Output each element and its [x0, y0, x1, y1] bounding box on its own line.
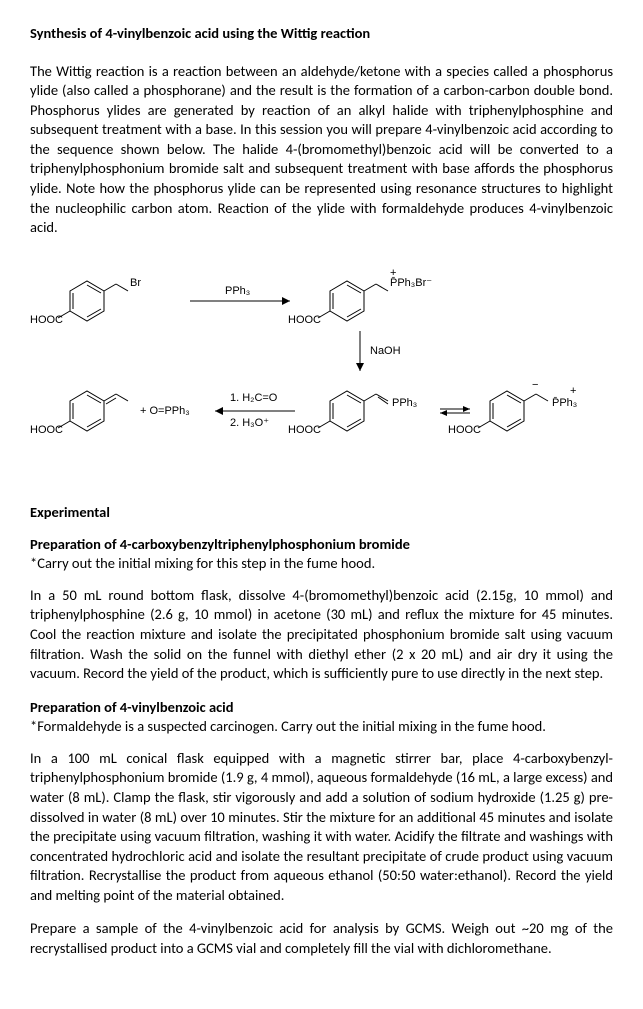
prep1-heading: Preparation of 4-carboxybenzyltriphenylp…: [30, 535, 613, 555]
svg-text:1. H₂C=O: 1. H₂C=O: [230, 392, 278, 404]
svg-text:P̄Ph₃: P̄Ph₃: [552, 396, 577, 409]
svg-text:HOOC: HOOC: [288, 424, 321, 436]
svg-text:HOOC: HOOC: [448, 424, 481, 436]
svg-text:+: +: [390, 267, 396, 279]
prep1-note: *Carry out the initial mixing for this s…: [30, 554, 613, 574]
experimental-heading: Experimental: [30, 503, 613, 523]
svg-text:HOOC: HOOC: [30, 424, 63, 436]
reaction-scheme: HOOC Br PPh₃ HOOC P̄Ph₃Br⁻ + NaOH HOOC +…: [30, 266, 613, 466]
prep2-heading: Preparation of 4-vinylbenzoic acid: [30, 698, 613, 718]
svg-text:Br: Br: [130, 277, 141, 289]
svg-text:HOOC: HOOC: [30, 314, 63, 326]
prep2-body: In a 100 mL conical flask equipped with …: [30, 749, 613, 906]
prep2-note: *Formaldehyde is a suspected carcinogen.…: [30, 717, 613, 737]
prep1-body: In a 50 mL round bottom flask, dissolve …: [30, 586, 613, 684]
svg-text:+: +: [570, 385, 576, 397]
svg-text:PPh₃: PPh₃: [392, 397, 417, 409]
svg-text:NaOH: NaOH: [370, 345, 401, 357]
intro-paragraph: The Wittig reaction is a reaction betwee…: [30, 62, 613, 238]
gcms-paragraph: Prepare a sample of the 4-vinylbenzoic a…: [30, 919, 613, 958]
page-title: Synthesis of 4-vinylbenzoic acid using t…: [30, 24, 613, 44]
svg-text:2. H₃O⁺: 2. H₃O⁺: [230, 417, 269, 429]
svg-text:PPh₃: PPh₃: [225, 285, 250, 297]
svg-text:HOOC: HOOC: [288, 314, 321, 326]
svg-text:−: −: [532, 379, 538, 391]
svg-text:+ O=PPh₃: + O=PPh₃: [140, 405, 190, 417]
